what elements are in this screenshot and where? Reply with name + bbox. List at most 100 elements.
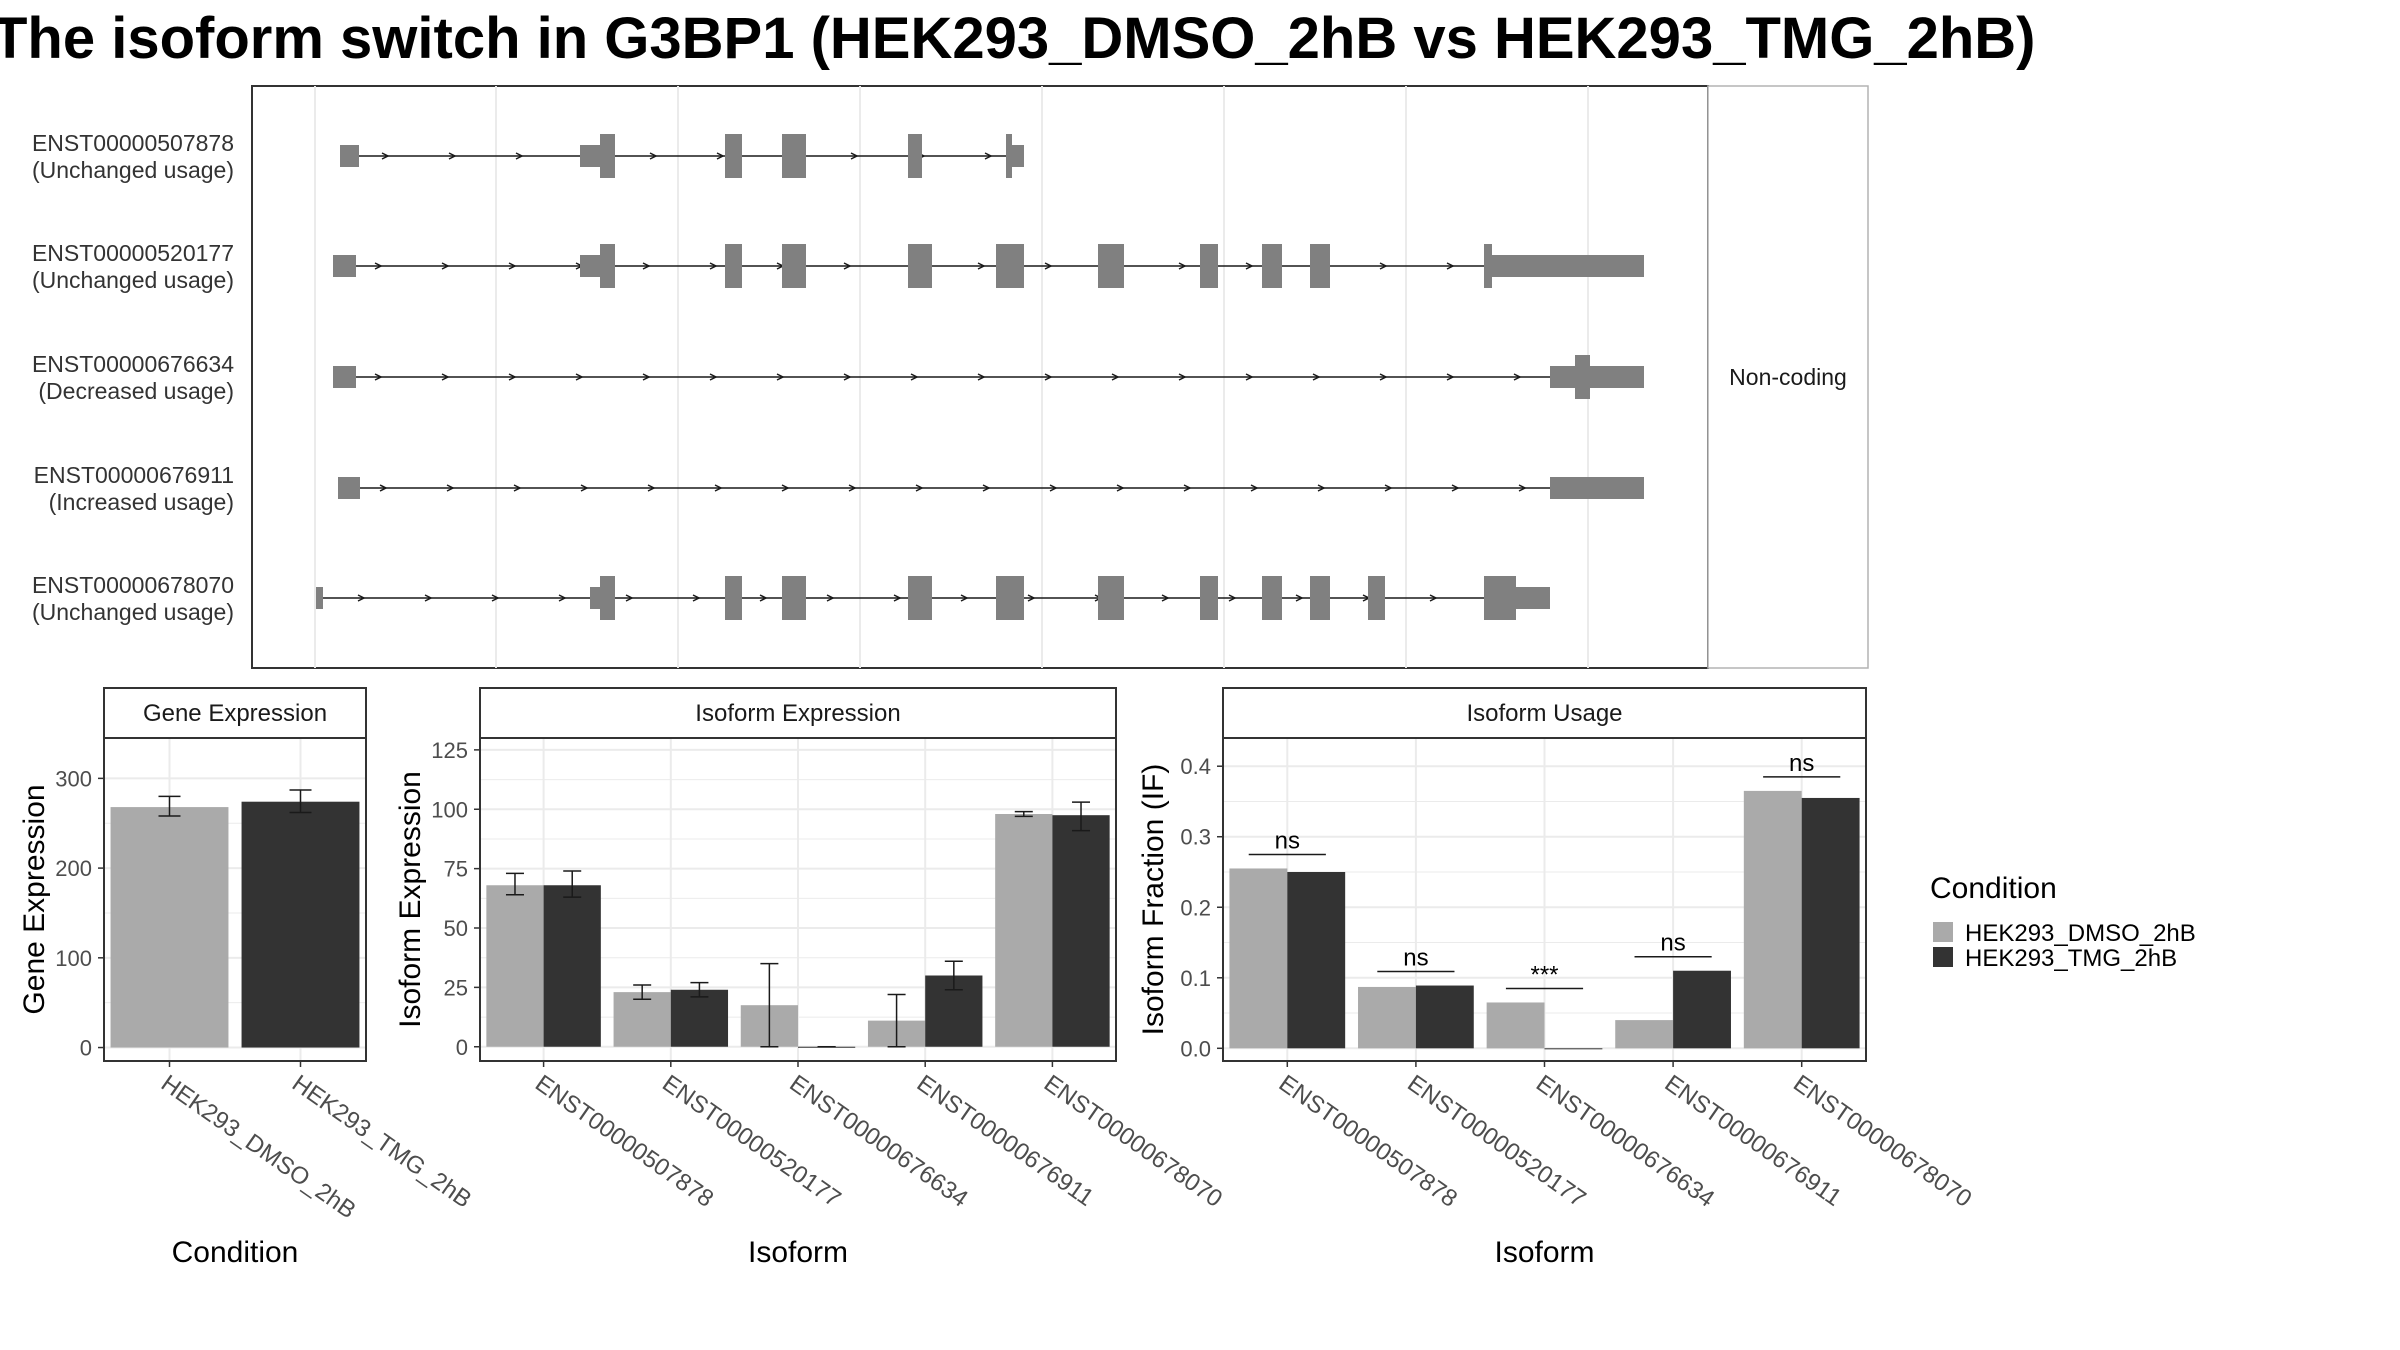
intron-direction-arrow [1312,373,1321,381]
y-tick-label: 100 [55,946,92,971]
exon-coding [782,244,806,288]
transcript-usage-label: (Decreased usage) [38,378,234,404]
exon-coding [600,576,615,620]
bar [1801,797,1860,1049]
exon-utr [1550,366,1575,388]
y-tick-label: 125 [431,738,468,763]
intron-direction-arrow [515,152,524,160]
exon-coding [1310,244,1330,288]
structure-side-strip [1707,85,1869,669]
intron-direction-arrow [575,373,584,381]
exon-utr [340,145,359,167]
y-tick-label: 300 [55,766,92,791]
intron-direction-arrow [1178,262,1187,270]
y-tick-label: 75 [444,857,468,882]
legend: Condition HEK293_DMSO_2hB HEK293_TMG_2hB [1930,872,2196,972]
legend-title: Condition [1930,872,2057,905]
bar [1287,871,1346,1049]
intron-direction-arrow [424,594,433,602]
intron-direction-arrow [893,594,902,602]
intron-direction-arrow [448,152,457,160]
intron-direction-arrow [1044,262,1053,270]
exon-coding [908,244,932,288]
intron-direction-arrow [960,594,969,602]
facet-strip-label: Gene Expression [143,700,327,727]
intron-direction-arrow [1317,484,1326,492]
intron-direction-arrow [1379,373,1388,381]
intron-direction-arrow [1295,594,1304,602]
intron-direction-arrow [1027,594,1036,602]
intron-direction-arrow [491,594,500,602]
exon-coding [1098,244,1124,288]
exon-coding [725,134,742,178]
intron-direction-arrow [709,373,718,381]
bar [1358,986,1416,1049]
bar [1229,868,1288,1049]
exon-coding [908,134,922,178]
exon-utr [1590,366,1644,388]
y-tick-label: 100 [431,797,468,822]
intron-direction-arrow [843,373,852,381]
y-tick-label: 0.3 [1180,825,1211,850]
transcript-usage-label: (Increased usage) [49,489,234,515]
intron-direction-arrow [642,373,651,381]
y-axis-title: Gene Expression [18,784,51,1014]
intron-direction-arrow [984,152,993,160]
exon-coding [600,244,615,288]
intron-direction-arrow [357,594,366,602]
y-tick-label: 0 [456,1035,468,1060]
intron-direction-arrow [1044,373,1053,381]
intron-direction-arrow [714,484,723,492]
intron-direction-arrow [781,484,790,492]
intron-direction-arrow [558,594,567,602]
y-tick-label: 0 [80,1036,92,1061]
intron-direction-arrow [441,262,450,270]
intron-direction-arrow [1513,373,1522,381]
bar [670,989,729,1047]
intron-direction-arrow [850,152,859,160]
exon-utr [333,366,356,388]
bar [1415,985,1474,1049]
intron-direction-arrow [1250,484,1259,492]
bar [1615,1020,1674,1049]
intron-direction-arrow [1116,484,1125,492]
intron-direction-arrow [374,262,383,270]
intron-direction-arrow [716,152,725,160]
intron-direction-arrow [1161,594,1170,602]
intron-direction-arrow [446,484,455,492]
bar [613,992,671,1047]
significance-label: ns [1789,750,1814,777]
intron-direction-arrow [1049,484,1058,492]
bar [543,885,601,1047]
exon-utr [316,587,323,609]
intron-direction-arrow [1228,594,1237,602]
facet-strip [103,687,367,739]
significance-label: ns [1275,827,1300,854]
transcript-id-label: ENST00000676634 [32,351,234,377]
intron-direction-arrow [692,594,701,602]
exon-utr [1012,145,1024,167]
legend-label-dmso: HEK293_DMSO_2hB [1965,920,2196,947]
intron-direction-arrow [826,594,835,602]
facet-strip [479,687,1117,739]
transcript-id-label: ENST00000507878 [32,130,234,156]
intron-direction-arrow [977,373,986,381]
exon-coding [1262,244,1282,288]
intron-direction-arrow [649,152,658,160]
exon-coding [1484,244,1492,288]
transcript-usage-label: (Unchanged usage) [32,267,234,293]
intron-direction-arrow [915,484,924,492]
intron-direction-arrow [1384,484,1393,492]
intron-direction-arrow [1178,373,1187,381]
bar [1673,970,1731,1049]
intron-direction-arrow [508,373,517,381]
facet-strip-label: Isoform Expression [695,700,900,727]
x-axis-title: Isoform [748,1236,848,1269]
significance-label: ns [1660,930,1685,957]
exon-coding [1200,576,1218,620]
bar [1743,790,1802,1049]
bar [995,814,1053,1047]
